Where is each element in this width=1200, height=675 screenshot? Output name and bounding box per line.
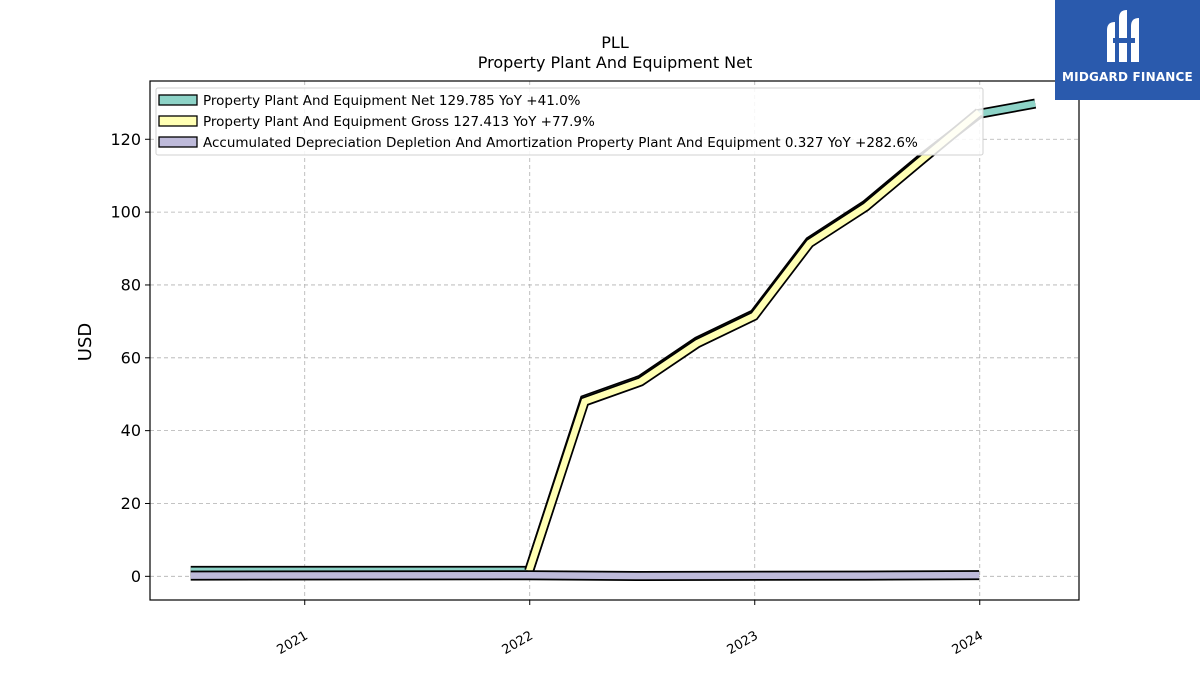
y-tick-label: 120	[110, 130, 141, 149]
legend-swatch	[158, 115, 198, 127]
x-tick-label: 2022	[500, 628, 536, 658]
x-tick-label: 2023	[725, 628, 761, 658]
legend-swatch	[158, 136, 198, 148]
series-line	[190, 571, 980, 580]
legend-entry: Accumulated Depreciation Depletion And A…	[158, 135, 918, 151]
legend-label: Accumulated Depreciation Depletion And A…	[203, 135, 918, 151]
legend-swatch	[158, 94, 198, 106]
legend-label: Property Plant And Equipment Net 129.785…	[203, 93, 581, 109]
series-line-outline	[524, 108, 983, 573]
legend-entry: Property Plant And Equipment Gross 127.4…	[158, 114, 595, 130]
x-tick-label: 2024	[950, 628, 986, 658]
y-tick-label: 100	[110, 203, 141, 222]
grid	[150, 81, 1079, 600]
y-axis-label: USD	[75, 323, 96, 361]
logo-text: MIDGARD FINANCE	[1062, 70, 1193, 84]
legend: Property Plant And Equipment Net 129.785…	[155, 87, 984, 156]
midgard-logo-icon	[1107, 10, 1139, 62]
y-tick-label: 0	[131, 567, 141, 586]
legend-box	[155, 87, 984, 156]
series-layer	[190, 98, 1037, 582]
y-tick-label: 60	[121, 348, 141, 367]
series-2	[190, 570, 980, 582]
plot-area	[149, 80, 1080, 601]
y-tick-label: 80	[121, 275, 141, 294]
chart-subtitle: Property Plant And Equipment Net	[478, 53, 753, 72]
y-tick-label: 20	[121, 494, 141, 513]
series-1	[524, 108, 983, 573]
chart-title: PLL	[601, 33, 629, 52]
legend-entry: Property Plant And Equipment Net 129.785…	[158, 93, 581, 109]
series-line	[526, 109, 982, 572]
x-tick-label: 2021	[275, 628, 311, 658]
y-tick-label: 40	[121, 421, 141, 440]
midgard-finance-logo: MIDGARD FINANCE	[1055, 0, 1200, 100]
legend-label: Property Plant And Equipment Gross 127.4…	[203, 114, 595, 130]
